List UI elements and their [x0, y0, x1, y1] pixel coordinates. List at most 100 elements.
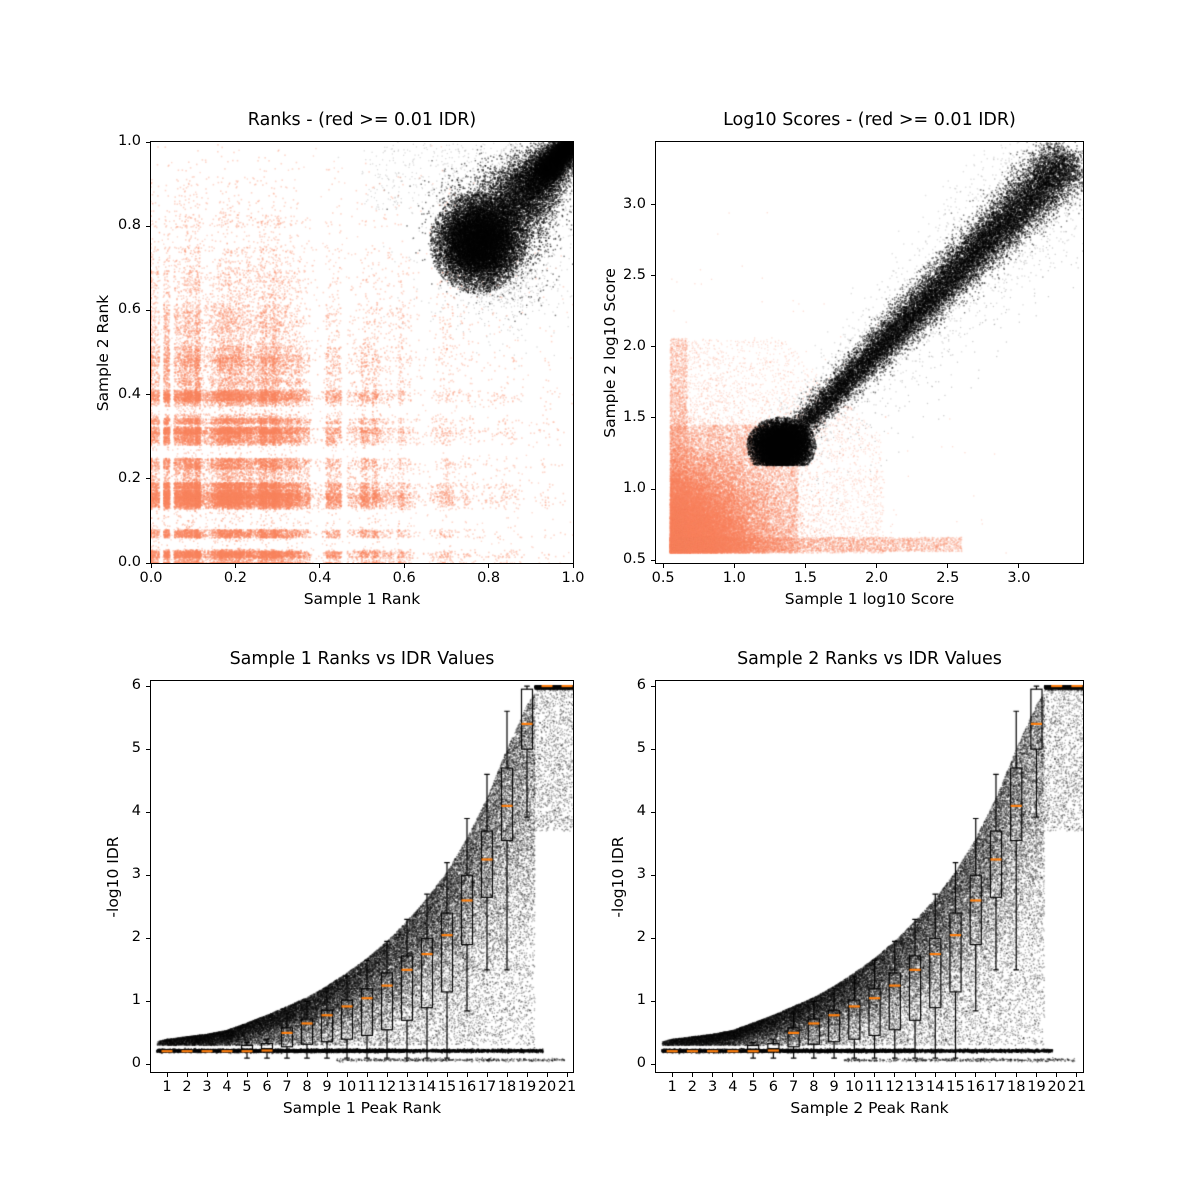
- y-tick-mark: [651, 811, 655, 813]
- x-tick-mark: [366, 1073, 368, 1077]
- x-tick-label: 0.2: [223, 570, 247, 586]
- x-tick-label: 19: [1027, 1079, 1046, 1095]
- y-tick-mark: [146, 309, 150, 311]
- y-tick-label: 5: [636, 740, 646, 757]
- x-tick-label: 15: [946, 1079, 965, 1095]
- subplot-ranks: Ranks - (red >= 0.01 IDR) Sample 1 Rank …: [94, 110, 585, 608]
- x-tick-mark: [914, 1073, 916, 1077]
- x-tick-label: 14: [417, 1079, 437, 1095]
- x-tick-label: 4: [728, 1079, 738, 1095]
- y-tick-label: 3: [131, 866, 141, 883]
- x-tick-label: 2: [182, 1079, 192, 1095]
- y-tick-label: 0: [131, 1055, 141, 1072]
- x-tick-label: 13: [905, 1079, 925, 1095]
- x-tick-label: 1: [667, 1079, 677, 1095]
- y-tick-label: 2: [636, 929, 646, 946]
- x-tick-label: 9: [829, 1079, 839, 1095]
- scatter-canvas-scores: [656, 142, 1083, 563]
- x-tick-label: 12: [377, 1079, 397, 1095]
- x-tick-mark: [752, 1073, 754, 1077]
- x-tick-mark: [246, 1073, 248, 1077]
- subplot-sample1-idr: Sample 1 Ranks vs IDR Values Sample 1 Pe…: [104, 649, 576, 1117]
- x-tick-mark: [186, 1073, 188, 1077]
- x-tick-mark: [234, 564, 236, 568]
- y-tick-label: 0.4: [117, 385, 141, 402]
- x-tick-label: 1.0: [722, 570, 746, 586]
- y-tick-mark: [651, 275, 655, 277]
- x-tick-label: 0.0: [139, 570, 163, 586]
- y-tick-mark: [146, 1063, 150, 1065]
- x-tick-label: 3: [202, 1079, 212, 1095]
- x-tick-mark: [975, 1073, 977, 1077]
- x-tick-mark: [1015, 1073, 1017, 1077]
- x-tick-label: 11: [357, 1079, 377, 1095]
- x-tick-label: 5: [242, 1079, 252, 1095]
- x-tick-label: 16: [966, 1079, 985, 1095]
- x-tick-mark: [1035, 1073, 1037, 1077]
- scatter-canvas-ranks: [151, 142, 573, 563]
- y-tick-label: 1.5: [622, 408, 646, 425]
- x-tick-mark: [166, 1073, 168, 1077]
- y-tick-mark: [146, 748, 150, 750]
- scatter-canvas-sample1-idr: [151, 681, 573, 1072]
- x-tick-label: 7: [788, 1079, 799, 1095]
- y-tick-label: 0.6: [117, 301, 141, 318]
- x-tick-mark: [566, 1073, 568, 1077]
- x-tick-label: 2: [687, 1079, 698, 1095]
- y-tick-label: 2: [131, 929, 141, 946]
- y-tick-label: 1.0: [117, 133, 141, 149]
- x-axis-label-scores: Sample 1 log10 Score: [784, 590, 955, 608]
- x-tick-label: 1.0: [561, 570, 585, 586]
- x-axis-label-ranks: Sample 1 Rank: [303, 590, 421, 608]
- y-tick-mark: [146, 394, 150, 396]
- y-tick-label: 3.0: [622, 195, 646, 212]
- x-tick-label: 18: [497, 1079, 517, 1095]
- x-tick-label: 13: [397, 1079, 417, 1095]
- x-tick-mark: [955, 1073, 956, 1077]
- x-tick-label: 2.5: [936, 570, 960, 586]
- scatter-canvas-sample2-idr: [656, 681, 1083, 1072]
- x-tick-label: 0.8: [477, 570, 501, 586]
- x-tick-mark: [506, 1073, 508, 1077]
- x-tick-label: 19: [517, 1079, 537, 1095]
- x-axis-label-sample1-idr: Sample 1 Peak Rank: [282, 1099, 442, 1117]
- x-tick-label: 16: [457, 1079, 477, 1095]
- y-tick-mark: [146, 141, 150, 143]
- x-tick-label: 17: [477, 1079, 497, 1095]
- x-tick-mark: [386, 1073, 388, 1077]
- y-tick-label: 4: [636, 803, 646, 820]
- x-tick-label: 8: [809, 1079, 819, 1095]
- x-tick-mark: [712, 1073, 714, 1077]
- x-tick-mark: [286, 1073, 288, 1077]
- x-tick-mark: [833, 1073, 835, 1077]
- x-tick-label: 0.6: [392, 570, 416, 586]
- x-tick-mark: [804, 564, 806, 568]
- x-tick-mark: [1076, 1073, 1078, 1077]
- x-tick-label: 0.5: [651, 570, 675, 586]
- x-tick-mark: [406, 1073, 408, 1077]
- y-tick-mark: [146, 562, 150, 564]
- y-tick-mark: [651, 1063, 655, 1065]
- x-tick-mark: [486, 1073, 488, 1077]
- x-tick-label: 10: [845, 1079, 864, 1095]
- x-tick-mark: [466, 1073, 468, 1077]
- y-tick-mark: [146, 874, 150, 876]
- y-tick-mark: [651, 748, 655, 750]
- x-tick-mark: [226, 1073, 228, 1077]
- y-tick-label: 1.0: [622, 480, 646, 497]
- y-tick-label: 6: [131, 677, 141, 694]
- x-tick-label: 8: [302, 1079, 312, 1095]
- y-tick-mark: [651, 417, 655, 419]
- x-axis-label-sample2-idr: Sample 2 Peak Rank: [790, 1099, 949, 1117]
- x-tick-label: 10: [337, 1079, 357, 1095]
- x-tick-label: 21: [1067, 1079, 1087, 1095]
- x-tick-label: 3: [708, 1079, 718, 1095]
- x-tick-label: 14: [926, 1079, 945, 1095]
- x-tick-mark: [319, 564, 321, 568]
- y-tick-label: 0.8: [117, 217, 141, 234]
- y-tick-mark: [651, 559, 655, 561]
- subplot-log10-scores: Log10 Scores - (red >= 0.01 IDR) Sample …: [601, 110, 1084, 608]
- x-tick-label: 12: [885, 1079, 904, 1095]
- y-tick-mark: [651, 1000, 655, 1002]
- x-tick-mark: [947, 564, 949, 568]
